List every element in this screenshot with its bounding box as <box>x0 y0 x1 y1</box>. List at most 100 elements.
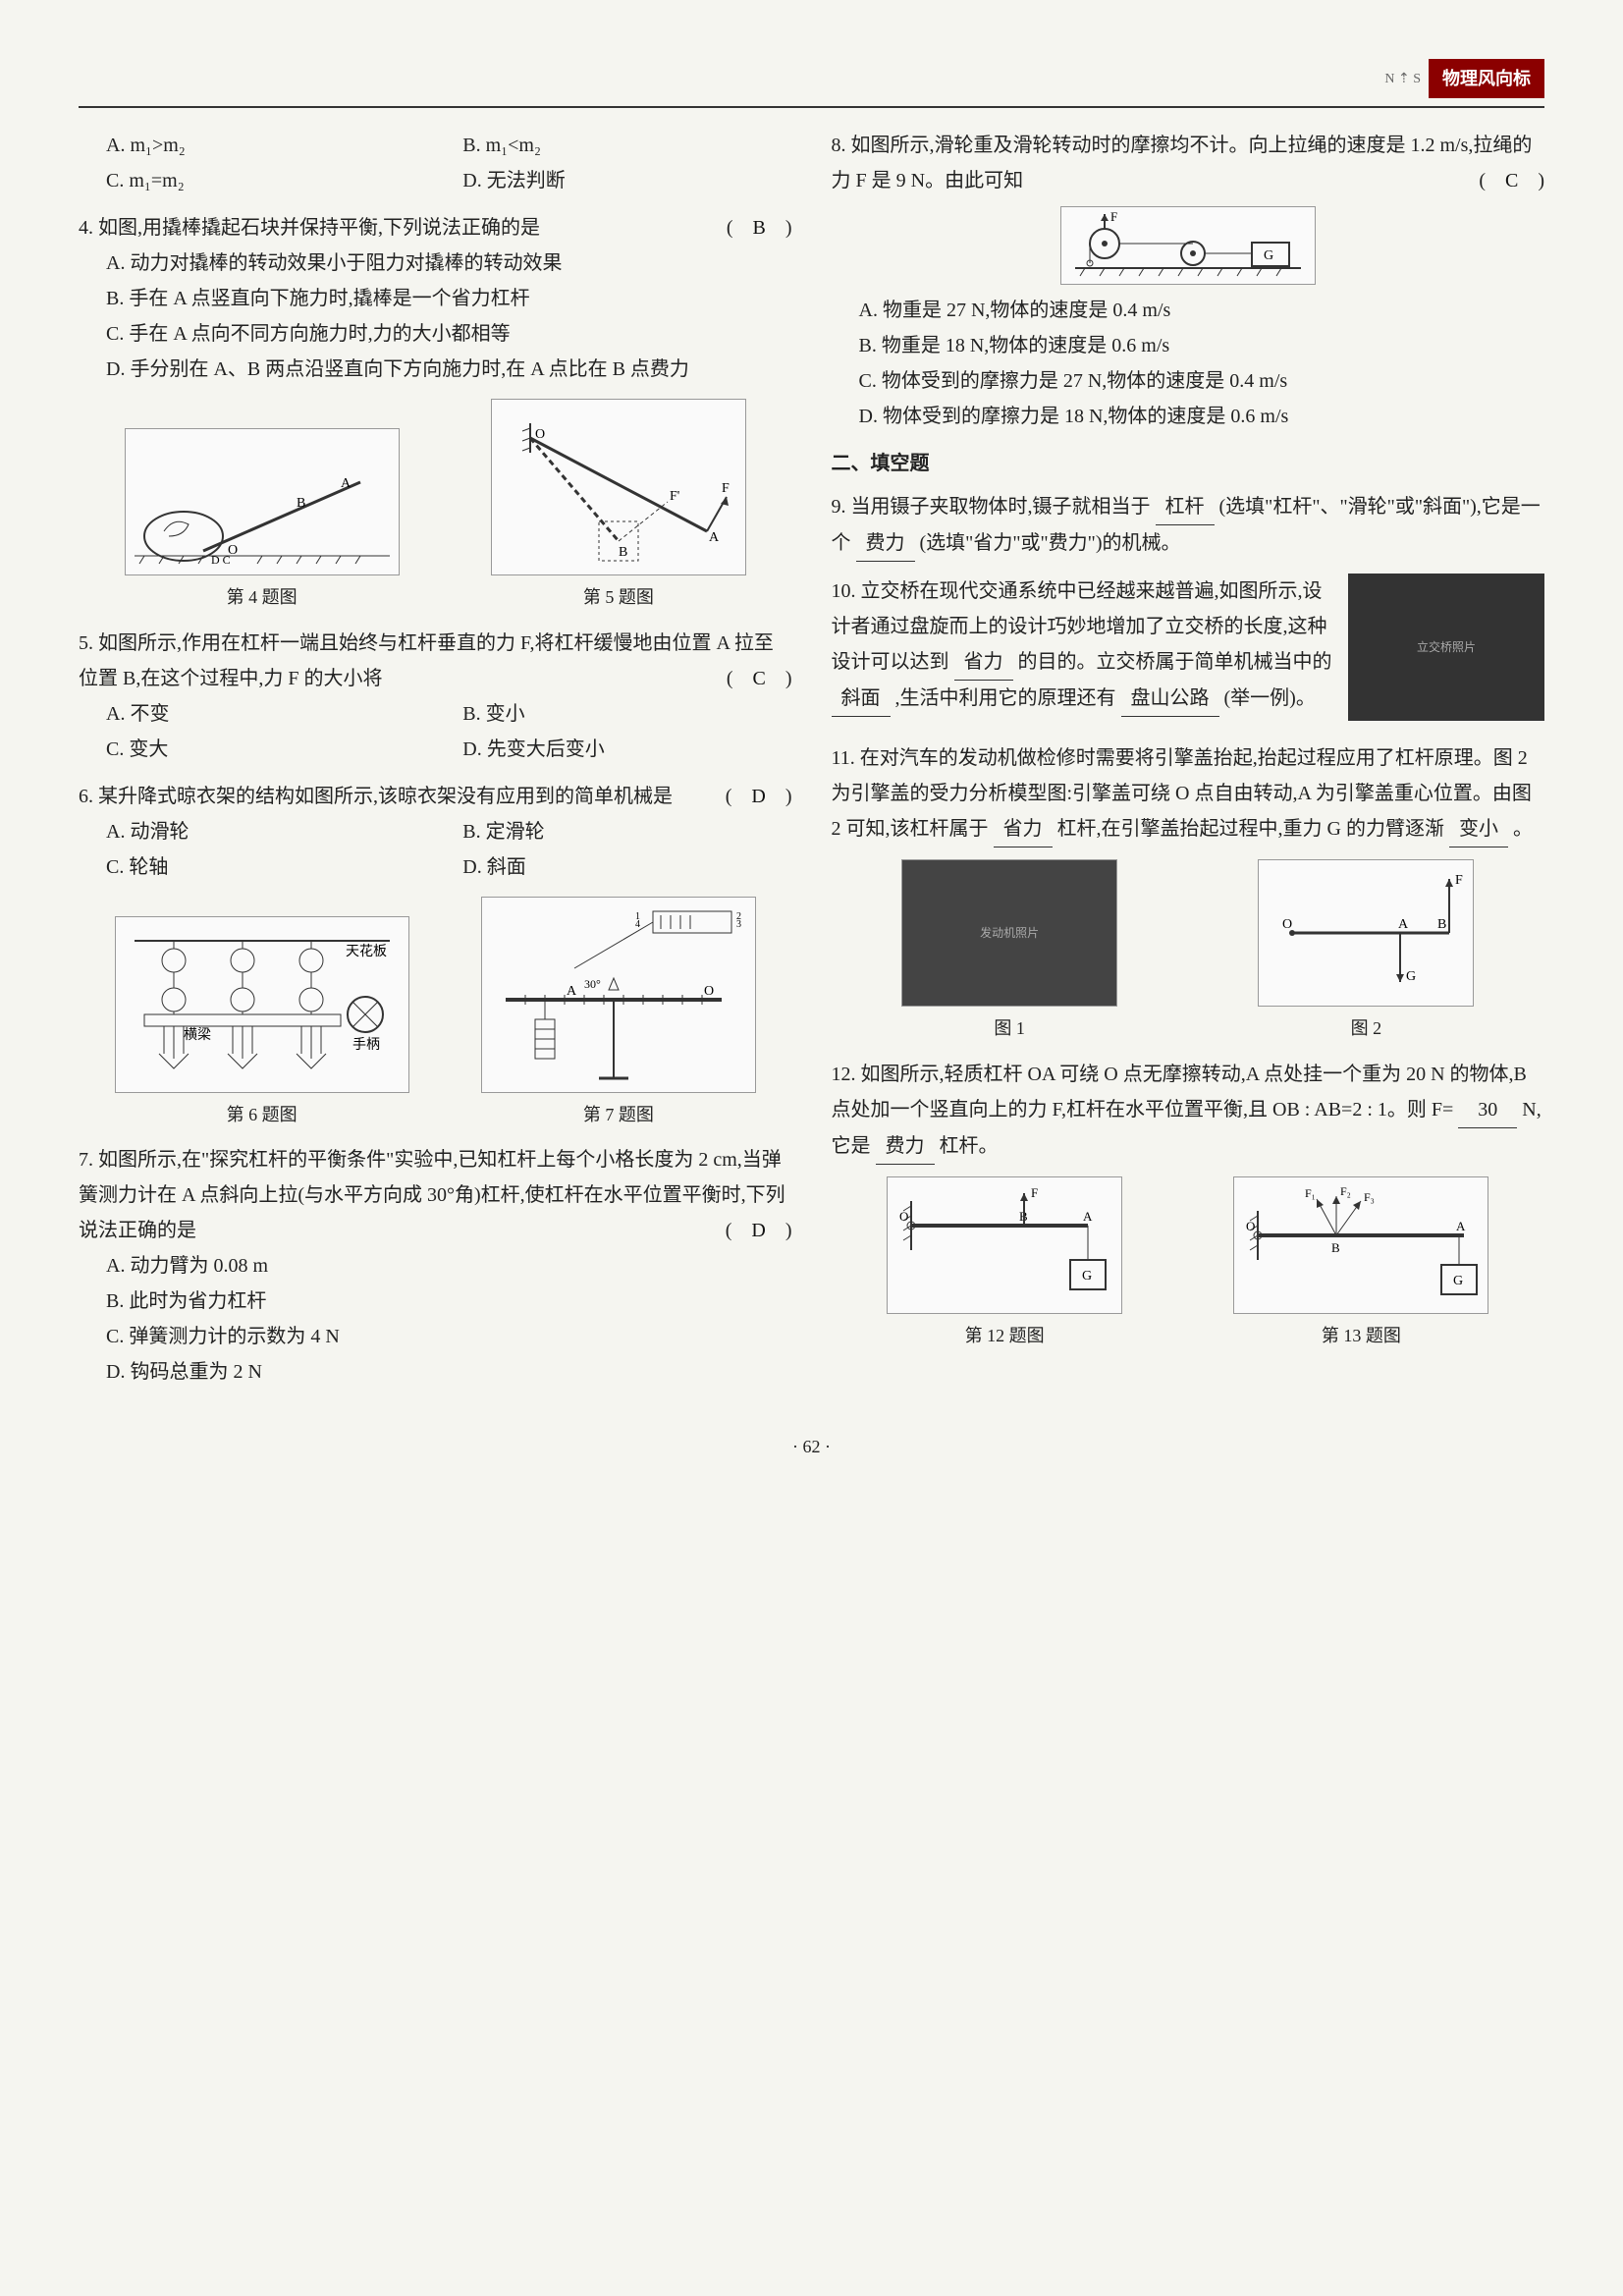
header-badge: 物理风向标 <box>1429 59 1544 98</box>
q8-stem: 如图所示,滑轮重及滑轮转动时的摩擦均不计。向上拉绳的速度是 1.2 m/s,拉绳… <box>832 135 1533 191</box>
q11-b2: 变小 <box>1449 811 1508 847</box>
fig-row-4-5: B A O D C 第 4 题图 <box>79 399 792 613</box>
svg-text:A: A <box>567 984 577 999</box>
svg-text:O: O <box>1282 917 1292 932</box>
q4-opt-d: D. 手分别在 A、B 两点沿竖直向下方向施力时,在 A 点比在 B 点费力 <box>79 352 792 387</box>
q9-b2: 费力 <box>856 525 915 562</box>
page-number: · 62 · <box>79 1431 1544 1462</box>
q7-stem: 如图所示,在"探究杠杆的平衡条件"实验中,已知杠杆上每个小格长度为 2 cm,当… <box>79 1149 785 1241</box>
q10-t4: (举一例)。 <box>1224 687 1316 709</box>
svg-text:G: G <box>1453 1274 1463 1288</box>
q12-b1: 30 <box>1458 1092 1517 1128</box>
q4: 4. 如图,用撬棒撬起石块并保持平衡,下列说法正确的是 ( B ) A. 动力对… <box>79 210 792 387</box>
svg-text:F₃: F₃ <box>1364 1190 1375 1204</box>
q5-stem: 如图所示,作用在杠杆一端且始终与杠杆垂直的力 F,将杠杆缓慢地由位置 A 拉至位… <box>79 632 774 689</box>
q6: 6. 某升降式晾衣架的结构如图所示,该晾衣架没有应用到的简单机械是 ( D ) … <box>79 779 792 885</box>
q3-opt-c: C. m₁=m₂ <box>79 163 435 198</box>
fig12: O B A F G 第 12 题图 <box>887 1176 1122 1351</box>
q10: 立交桥照片 10. 立交桥在现代交通系统中已经越来越普遍,如图所示,设计者通过盘… <box>832 574 1545 729</box>
q8-opt-c: C. 物体受到的摩擦力是 27 N,物体的速度是 0.4 m/s <box>832 363 1545 399</box>
fig11a: 发动机照片 图 1 <box>901 859 1117 1044</box>
left-column: A. m₁>m₂ B. m₁<m₂ C. m₁=m₂ D. 无法判断 4. 如图… <box>79 128 792 1401</box>
fig11b-cap: 图 2 <box>1258 1012 1474 1044</box>
q5-opt-d: D. 先变大后变小 <box>435 732 791 767</box>
q3-options: A. m₁>m₂ B. m₁<m₂ C. m₁=m₂ D. 无法判断 <box>79 128 792 198</box>
fig5-cap: 第 5 题图 <box>491 581 746 613</box>
svg-text:A: A <box>1456 1219 1466 1233</box>
q11-t2: 杠杆,在引擎盖抬起过程中,重力 G 的力臂逐渐 <box>1057 818 1444 840</box>
svg-text:O: O <box>1246 1219 1255 1233</box>
q8-opt-d: D. 物体受到的摩擦力是 18 N,物体的速度是 0.6 m/s <box>832 399 1545 434</box>
q6-opt-d: D. 斜面 <box>435 849 791 885</box>
svg-text:A: A <box>341 476 352 491</box>
q3-opt-b: B. m₁<m₂ <box>435 128 791 163</box>
q11-num: 11. <box>832 747 855 769</box>
fig6: 天花板 横梁 手柄 <box>115 916 409 1130</box>
page-header: N ⇡ S 物理风向标 <box>79 59 1544 108</box>
q8-answer: ( C ) <box>1479 163 1544 198</box>
q4-opt-a: A. 动力对撬棒的转动效果小于阻力对撬棒的转动效果 <box>79 246 792 281</box>
q10-t3: ,生活中利用它的原理还有 <box>895 687 1116 709</box>
svg-text:手柄: 手柄 <box>352 1037 380 1053</box>
fig13-svg: O B A F₁ F₂ F₃ G <box>1233 1176 1488 1314</box>
q3-opt-a: A. m₁>m₂ <box>79 128 435 163</box>
q7-answer: ( D ) <box>726 1213 792 1248</box>
fig8-svg: F G <box>1060 206 1316 285</box>
fig13: O B A F₁ F₂ F₃ G 第 13 题图 <box>1233 1176 1488 1351</box>
fig7-cap: 第 7 题图 <box>481 1099 756 1130</box>
svg-text:F₂: F₂ <box>1340 1184 1351 1198</box>
fig7-svg: 14 23 A 30° O <box>481 897 756 1093</box>
svg-text:D C: D C <box>211 553 231 566</box>
fig12-cap: 第 12 题图 <box>887 1320 1122 1351</box>
q5-opt-b: B. 变小 <box>435 696 791 732</box>
q4-opt-c: C. 手在 A 点向不同方向施力时,力的大小都相等 <box>79 316 792 352</box>
q7: 7. 如图所示,在"探究杠杆的平衡条件"实验中,已知杠杆上每个小格长度为 2 c… <box>79 1142 792 1390</box>
fig13-cap: 第 13 题图 <box>1233 1320 1488 1351</box>
q6-num: 6. <box>79 786 93 807</box>
svg-text:F: F <box>1031 1185 1038 1200</box>
q4-num: 4. <box>79 217 93 239</box>
q11: 11. 在对汽车的发动机做检修时需要将引擎盖抬起,抬起过程应用了杠杆原理。图 2… <box>832 740 1545 847</box>
fig11a-photo: 发动机照片 <box>901 859 1117 1007</box>
fig6-cap: 第 6 题图 <box>115 1099 409 1130</box>
fig4-svg: B A O D C <box>125 428 400 575</box>
content-columns: A. m₁>m₂ B. m₁<m₂ C. m₁=m₂ D. 无法判断 4. 如图… <box>79 128 1544 1401</box>
svg-text:G: G <box>1264 248 1273 263</box>
fig12-svg: O B A F G <box>887 1176 1122 1314</box>
q8-opt-b: B. 物重是 18 N,物体的速度是 0.6 m/s <box>832 328 1545 363</box>
q10-b3: 盘山公路 <box>1121 681 1219 717</box>
fig5: O B A F F' 第 5 题图 <box>491 399 746 613</box>
q7-opt-c: C. 弹簧测力计的示数为 4 N <box>79 1319 792 1354</box>
svg-text:G: G <box>1406 969 1416 984</box>
svg-text:4: 4 <box>635 919 640 930</box>
q11-b1: 省力 <box>994 811 1053 847</box>
fig-row-11: 发动机照片 图 1 O A B F G <box>832 859 1545 1044</box>
q7-num: 7. <box>79 1149 93 1171</box>
section2-title: 二、填空题 <box>832 446 1545 481</box>
fig5-svg: O B A F F' <box>491 399 746 575</box>
svg-text:F: F <box>722 481 730 496</box>
q12-t3: 杠杆。 <box>940 1135 999 1157</box>
q10-num: 10. <box>832 580 856 602</box>
svg-text:天花板: 天花板 <box>346 944 387 959</box>
q9-t1: 当用镊子夹取物体时,镊子就相当于 <box>851 496 1151 518</box>
q10-photo: 立交桥照片 <box>1348 574 1544 721</box>
svg-text:F: F <box>1455 873 1463 888</box>
q8-num: 8. <box>832 135 846 156</box>
q9-b1: 杠杆 <box>1156 489 1215 525</box>
svg-text:O: O <box>899 1209 908 1224</box>
fig6-svg: 天花板 横梁 手柄 <box>115 916 409 1093</box>
fig-row-6-7: 天花板 横梁 手柄 <box>79 897 792 1130</box>
q4-stem: 如图,用撬棒撬起石块并保持平衡,下列说法正确的是 <box>98 217 540 239</box>
svg-text:3: 3 <box>736 919 741 930</box>
q12-b2: 费力 <box>876 1128 935 1165</box>
q5: 5. 如图所示,作用在杠杆一端且始终与杠杆垂直的力 F,将杠杆缓慢地由位置 A … <box>79 626 792 767</box>
q6-answer: ( D ) <box>726 779 792 814</box>
q7-opt-d: D. 钩码总重为 2 N <box>79 1354 792 1390</box>
right-column: 8. 如图所示,滑轮重及滑轮转动时的摩擦均不计。向上拉绳的速度是 1.2 m/s… <box>832 128 1545 1401</box>
svg-text:A: A <box>709 530 720 545</box>
svg-text:A: A <box>1083 1209 1093 1224</box>
q10-t2: 的目的。立交桥属于简单机械当中的 <box>1018 651 1332 673</box>
fig4: B A O D C 第 4 题图 <box>125 428 400 613</box>
q6-stem: 某升降式晾衣架的结构如图所示,该晾衣架没有应用到的简单机械是 <box>98 786 673 807</box>
